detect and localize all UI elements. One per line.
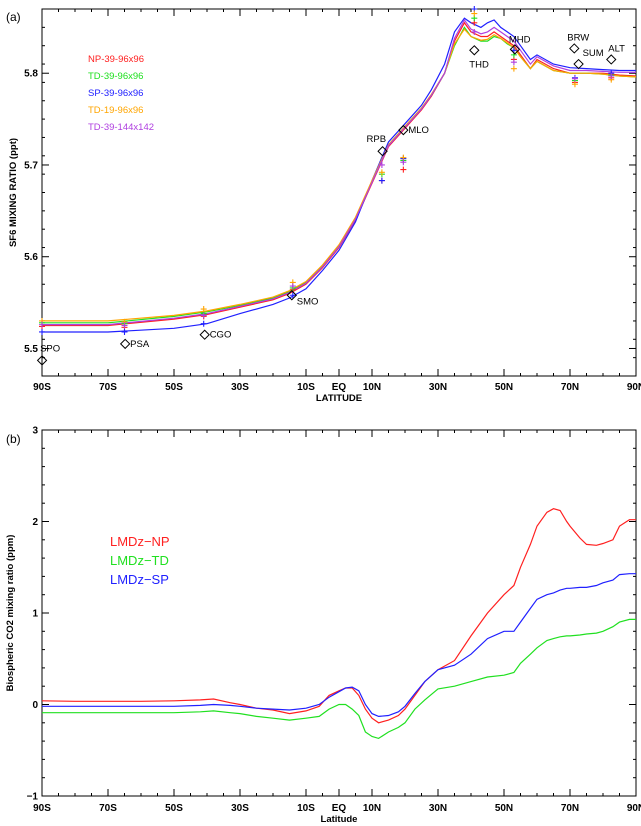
x-tick-label: 70N [561,803,579,814]
x-tick-label: 50S [165,382,183,393]
y-tick-label: 0 [32,700,38,711]
legend-entry: SP-39-96x96 [88,88,143,99]
model-station-marker [200,306,207,313]
model-station-marker [289,283,296,290]
station-diamond [119,338,131,350]
x-axis-title: LATITUDE [316,393,362,404]
series-line-0 [41,508,636,724]
legend-entry: TD-39-144x142 [88,122,154,133]
legend-entry: NP-39-96x96 [88,54,144,65]
x-tick-label: 70N [561,382,579,393]
station-label: RPB [367,134,387,145]
station-diamond [509,44,521,55]
series-line-2 [42,17,636,333]
model-station-marker [200,320,207,327]
model-station-marker [289,292,296,299]
panel-tag: (b) [6,432,21,446]
station-label: ALT [608,43,625,54]
model-station-marker [571,81,578,88]
station-diamond [36,355,48,366]
y-tick-label: 1 [32,609,38,620]
y-tick-label: 3 [32,426,38,437]
legend-entry: TD-39-96x96 [88,71,143,82]
station-diamond [377,146,388,157]
x-tick-label: 30S [231,382,249,393]
x-tick-label: 90N [627,382,641,393]
y-axis-title: SF6 MIXING RATIO (ppt) [8,138,19,247]
series-line-0 [42,21,637,327]
panel-a: (a) 90S 70S 50S 30S 10S EQ 10N 30N 50N 70N 90N 5.5 5.… [6,6,641,404]
station-label: PSA [130,339,150,350]
model-station-marker [510,65,517,72]
model-station-marker [400,166,407,173]
station-label: SPO [40,343,60,354]
station-label: BRW [567,32,589,43]
y-tick-label: 5.8 [24,69,38,80]
legend-entry: TD-19-96x96 [88,105,143,116]
x-tick-label: 90S [33,382,51,393]
x-tick-label: 70S [99,803,117,814]
legend-entry: LMDz−TD [110,553,169,568]
station-diamond [573,58,584,70]
series-line-2 [42,573,636,718]
model-station-marker [400,159,407,166]
x-tick-label: 10N [363,382,381,393]
x-tick-label: 50S [165,803,183,814]
y-tick-label: 2 [32,517,38,528]
x-tick-label: 30S [231,803,249,814]
model-station-marker [471,28,478,35]
station-diamond [286,290,298,301]
model-station-marker [39,321,45,328]
x-tick-label: 30N [429,803,447,814]
model-station-marker [121,322,128,329]
y-tick-label: −1 [27,792,39,803]
y-tick-label: 5.6 [24,252,38,263]
x-tick-label: 10S [297,382,315,393]
legend-entry: LMDz−SP [110,572,169,587]
x-tick-label: 10N [363,803,381,814]
panel-tag: (a) [6,10,21,24]
x-tick-label: EQ [332,382,347,393]
model-station-marker [378,161,385,168]
x-tick-label: 50N [495,803,513,814]
x-axis-title: Latitude [321,814,358,825]
x-tick-label: 30N [429,382,447,393]
series-line-1 [42,618,636,740]
model-station-marker [608,72,615,79]
legend-entry: LMDz−NP [110,534,170,549]
model-station-marker [510,59,517,66]
x-tick-label: 10S [297,803,315,814]
station-diamond [398,124,409,136]
station-label: SMO [297,296,319,307]
model-station-marker [471,10,478,17]
model-station-marker [200,312,207,319]
series-line-3 [42,28,637,322]
model-station-marker [378,177,385,184]
model-station-marker [39,328,45,335]
x-tick-label: EQ [332,803,347,814]
x-tick-label: 90S [33,803,51,814]
y-tick-label: 5.7 [24,160,38,171]
station-label: MLO [408,125,429,136]
x-tick-label: 90N [627,803,641,814]
station-label: MHD [509,34,531,45]
station-diamond [606,54,617,65]
x-tick-label: 50N [495,382,513,393]
station-label: THD [469,59,489,70]
model-station-marker [378,169,385,176]
station-label: CGO [210,330,232,341]
series-line-4 [42,18,636,326]
y-axis-title: Biospheric CO2 mixing ratio (ppm) [5,535,16,692]
x-tick-label: 70S [99,382,117,393]
station-label: SUM [583,48,604,59]
panel-b: (b) 90S 70S 50S 30S 10S EQ 10N 30N 50N 70N 90N −1 0 1 2… [5,426,641,826]
station-diamond [569,43,580,54]
y-tick-label: 5.5 [24,344,38,355]
station-diamond [199,329,210,340]
model-station-marker [571,75,578,82]
plot-frame [41,429,637,797]
station-diamond [469,45,480,56]
model-station-marker [121,328,128,335]
